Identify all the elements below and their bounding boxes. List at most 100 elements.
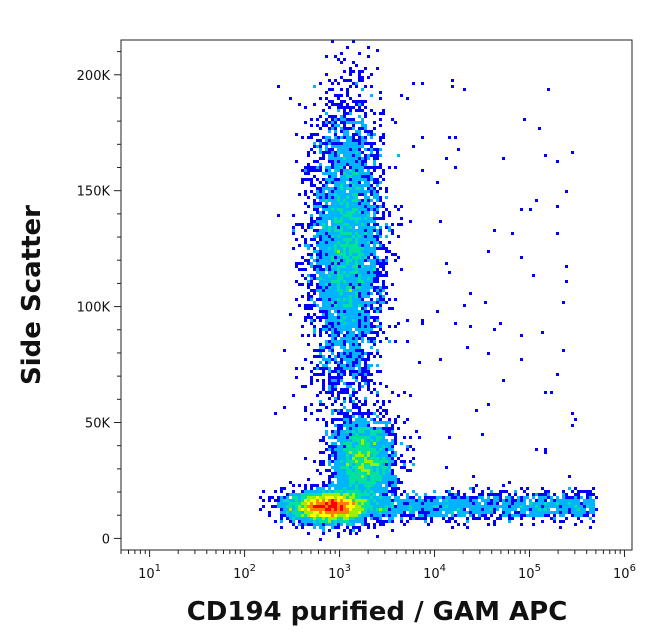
density-dot [313,493,316,496]
density-dot [382,202,385,205]
density-dot [301,235,304,238]
density-dot [511,505,514,508]
density-dot [379,457,382,460]
density-dot [373,112,376,115]
density-dot [346,274,349,277]
density-dot [499,493,502,496]
density-dot [370,490,373,493]
density-dot [319,196,322,199]
density-dot [322,292,325,295]
density-dot [370,280,373,283]
density-dot [280,502,283,505]
density-dot [319,250,322,253]
density-dot [358,247,361,250]
density-dot [454,493,457,496]
density-dot [283,487,286,490]
density-dot [313,229,316,232]
density-dot [352,445,355,448]
density-dot [355,457,358,460]
density-dot [322,451,325,454]
density-dot [331,394,334,397]
density-dot [292,394,295,397]
density-dot [304,505,307,508]
density-dot [352,151,355,154]
density-dot [346,142,349,145]
density-dot [376,157,379,160]
density-dot [355,247,358,250]
density-dot [370,283,373,286]
density-dot [340,277,343,280]
density-dot [343,127,346,130]
density-dot [337,151,340,154]
density-dot [397,487,400,490]
density-dot [376,49,379,52]
density-dot [379,262,382,265]
density-dot [343,151,346,154]
density-dot [565,265,568,268]
density-dot [358,355,361,358]
density-dot [325,319,328,322]
density-dot [361,289,364,292]
density-dot [316,268,319,271]
density-dot [361,163,364,166]
density-dot [451,508,454,511]
density-dot [379,325,382,328]
density-dot [307,517,310,520]
density-dot [472,517,475,520]
density-dot [313,511,316,514]
density-dot [361,511,364,514]
density-dot [337,196,340,199]
density-dot [352,172,355,175]
density-dot [319,292,322,295]
density-dot [334,253,337,256]
density-dot [367,244,370,247]
density-dot [367,454,370,457]
density-dot [355,469,358,472]
density-dot [295,514,298,517]
density-dot [373,319,376,322]
density-dot [508,499,511,502]
density-dot [382,475,385,478]
density-dot [361,403,364,406]
density-dot [331,448,334,451]
density-dot [325,508,328,511]
density-dot [349,421,352,424]
density-dot [361,268,364,271]
density-dot [367,322,370,325]
density-dot [352,349,355,352]
density-dot [349,193,352,196]
density-dot [334,499,337,502]
density-dot [481,505,484,508]
density-dot [457,493,460,496]
density-dot [334,379,337,382]
density-dot [340,100,343,103]
density-dot [319,355,322,358]
density-dot [358,73,361,76]
density-dot [340,505,343,508]
density-dot [340,460,343,463]
density-dot [310,280,313,283]
density-dot [331,445,334,448]
density-dot [346,148,349,151]
density-dot [349,109,352,112]
density-dot [340,289,343,292]
density-dot [394,121,397,124]
density-dot [340,352,343,355]
density-dot [367,211,370,214]
density-dot [364,442,367,445]
density-dot [352,376,355,379]
density-dot [340,169,343,172]
density-dot [334,463,337,466]
density-dot [454,520,457,523]
density-dot [358,529,361,532]
density-dot [328,214,331,217]
density-dot [412,457,415,460]
density-dot [352,364,355,367]
density-dot [334,409,337,412]
density-dot [412,517,415,520]
density-dot [367,283,370,286]
density-dot [409,514,412,517]
density-dot [379,274,382,277]
density-dot [355,121,358,124]
density-dot [505,511,508,514]
